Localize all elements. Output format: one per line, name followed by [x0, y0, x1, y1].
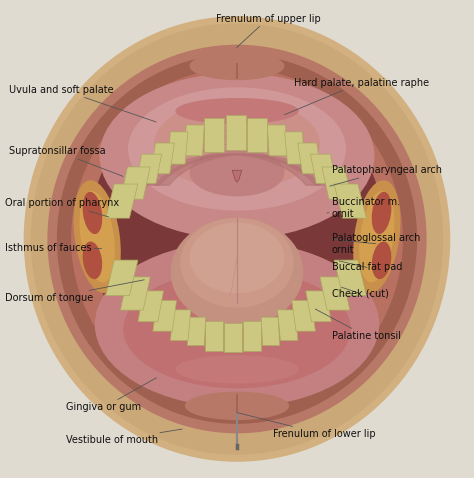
- Polygon shape: [184, 125, 204, 156]
- Polygon shape: [310, 154, 336, 184]
- Text: Palatoglossal arch
ornit: Palatoglossal arch ornit: [332, 233, 420, 255]
- Text: Palatine tonsil: Palatine tonsil: [315, 309, 401, 341]
- Polygon shape: [153, 300, 176, 331]
- Ellipse shape: [71, 68, 403, 410]
- Ellipse shape: [82, 192, 102, 234]
- Ellipse shape: [359, 191, 394, 282]
- Ellipse shape: [190, 52, 284, 80]
- Ellipse shape: [73, 180, 121, 293]
- Polygon shape: [306, 291, 331, 322]
- Ellipse shape: [372, 241, 392, 279]
- Polygon shape: [226, 115, 246, 151]
- Ellipse shape: [80, 191, 115, 282]
- Ellipse shape: [31, 23, 443, 455]
- Polygon shape: [243, 322, 261, 351]
- Ellipse shape: [175, 355, 299, 383]
- Polygon shape: [247, 118, 267, 152]
- Text: Palatopharyngeal arch: Palatopharyngeal arch: [330, 165, 442, 186]
- Polygon shape: [232, 170, 242, 182]
- Polygon shape: [151, 143, 174, 174]
- Polygon shape: [284, 132, 305, 164]
- Text: Hard palate, palatine raphe: Hard palate, palatine raphe: [284, 77, 429, 115]
- Polygon shape: [204, 118, 224, 152]
- Polygon shape: [224, 323, 242, 352]
- Ellipse shape: [353, 180, 401, 293]
- Polygon shape: [120, 277, 150, 310]
- Ellipse shape: [128, 87, 346, 211]
- Polygon shape: [322, 167, 352, 199]
- Text: Vestibule of mouth: Vestibule of mouth: [66, 429, 182, 445]
- Ellipse shape: [100, 73, 374, 239]
- Ellipse shape: [95, 241, 379, 407]
- Text: Oral portion of pharynx: Oral portion of pharynx: [5, 198, 119, 217]
- Text: Supratonsillar fossa: Supratonsillar fossa: [9, 146, 123, 176]
- Ellipse shape: [175, 98, 299, 124]
- Text: Frenulum of lower lip: Frenulum of lower lip: [237, 413, 375, 439]
- Polygon shape: [298, 143, 321, 174]
- Polygon shape: [261, 317, 280, 346]
- Text: Frenulum of upper lip: Frenulum of upper lip: [216, 13, 320, 47]
- Ellipse shape: [372, 192, 392, 234]
- Text: Buccal fat pad: Buccal fat pad: [332, 261, 402, 272]
- Ellipse shape: [82, 241, 102, 279]
- Polygon shape: [138, 291, 164, 322]
- Polygon shape: [120, 167, 150, 199]
- Polygon shape: [205, 322, 223, 351]
- Polygon shape: [106, 184, 138, 218]
- Polygon shape: [334, 184, 366, 218]
- Ellipse shape: [57, 54, 417, 424]
- Polygon shape: [277, 310, 298, 341]
- Text: Buccinator m.
ornit: Buccinator m. ornit: [327, 197, 400, 219]
- Ellipse shape: [185, 391, 289, 420]
- Polygon shape: [320, 277, 350, 310]
- Polygon shape: [136, 154, 162, 184]
- Text: Isthmus of fauces: Isthmus of fauces: [5, 243, 101, 253]
- Polygon shape: [170, 310, 191, 341]
- Ellipse shape: [123, 270, 351, 388]
- Ellipse shape: [180, 217, 294, 308]
- Ellipse shape: [154, 99, 320, 189]
- Text: Cheek (cut): Cheek (cut): [332, 287, 389, 298]
- Polygon shape: [106, 260, 138, 295]
- Ellipse shape: [47, 44, 427, 434]
- Text: Uvula and soft palate: Uvula and soft palate: [9, 85, 156, 122]
- Ellipse shape: [190, 222, 284, 293]
- Ellipse shape: [24, 16, 450, 462]
- Ellipse shape: [171, 217, 303, 326]
- Text: Gingiva or gum: Gingiva or gum: [66, 378, 156, 412]
- Ellipse shape: [190, 149, 284, 196]
- Polygon shape: [267, 125, 287, 156]
- Polygon shape: [187, 317, 206, 346]
- Ellipse shape: [90, 80, 384, 383]
- Text: Dorsum of tongue: Dorsum of tongue: [5, 280, 144, 303]
- Polygon shape: [334, 260, 366, 295]
- Polygon shape: [168, 132, 188, 164]
- Polygon shape: [292, 300, 316, 331]
